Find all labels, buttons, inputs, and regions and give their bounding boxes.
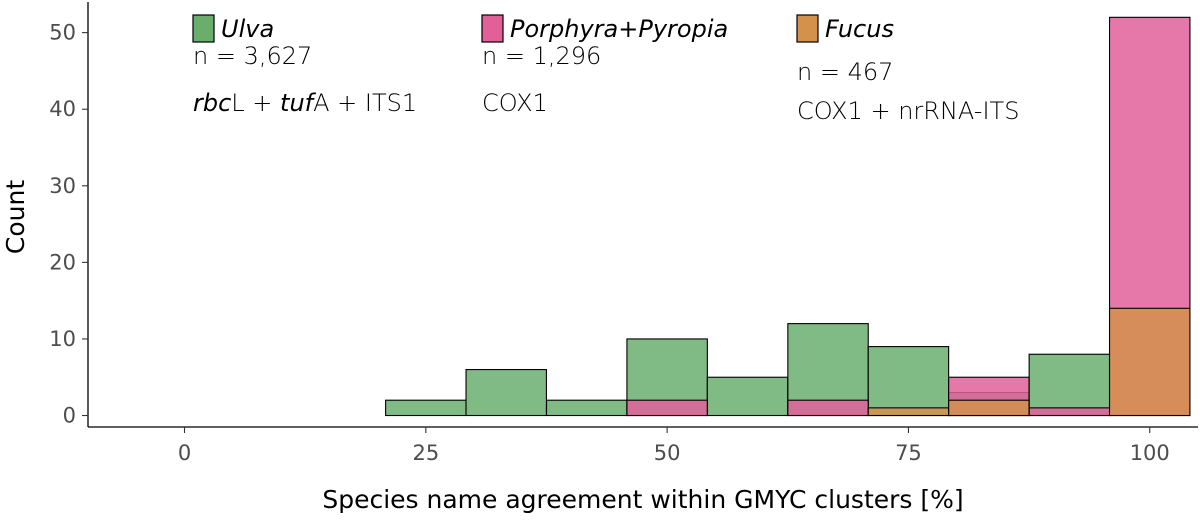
legend-name-fucus: Fucus: [825, 15, 894, 43]
y-axis-ticks: 0 10 20 30 40 50: [49, 21, 88, 428]
y-tick-label: 0: [63, 404, 76, 428]
y-tick-label: 40: [49, 97, 76, 121]
legend-count-fucus: n = 467: [797, 58, 893, 86]
bar-ulva-10: [1028, 353, 1111, 417]
x-tick-label: 25: [412, 441, 439, 465]
legend-marker-part: tuf: [280, 89, 317, 117]
legend-name-ulva: Ulva: [221, 15, 274, 43]
y-tick-label: 10: [49, 327, 76, 351]
y-axis-title: Count: [1, 180, 30, 254]
legend-swatch-porphyra-pyropia: [481, 14, 504, 43]
y-tick-label: 50: [49, 21, 76, 45]
legend-count-porphyra-pyropia: n = 1,296: [482, 42, 601, 70]
legend-marker-part: L +: [231, 89, 280, 117]
legend-marker-part: COX1 + nrRNA-ITS: [797, 97, 1019, 125]
legend-marker-porphyra-pyropia: COX1: [482, 89, 548, 117]
bar-fucus-9: [948, 399, 1030, 417]
bar-ulva-4: [545, 399, 628, 417]
legend-swatch-ulva: [192, 14, 215, 43]
legend-count-ulva: n = 3,627: [193, 42, 312, 70]
bar-ulva-6: [706, 376, 789, 417]
bar-fucus-8: [867, 407, 950, 417]
y-tick-label: 30: [49, 174, 76, 198]
x-tick-label: 75: [895, 441, 922, 465]
bar-fucus-11: [1108, 307, 1191, 417]
bar-ulva-3: [465, 369, 547, 417]
legend-marker-part: rbc: [193, 89, 231, 117]
bar-ulva-2: [385, 399, 467, 417]
legend-swatch-fucus: [796, 14, 819, 43]
legend-marker-part: A + ITS1: [313, 89, 417, 117]
legend-name-porphyra-pyropia: Porphyra+Pyropia: [510, 15, 728, 43]
y-tick-label: 20: [49, 250, 76, 274]
x-axis-title: Species name agreement within GMYC clust…: [322, 485, 963, 514]
x-tick-label: 0: [178, 441, 191, 465]
bar-porphyra-pyropia-5: [626, 399, 708, 417]
bar-porphyra-pyropia-10: [1028, 407, 1111, 417]
x-tick-label: 100: [1130, 441, 1170, 465]
bars-layer: [385, 16, 1191, 417]
legend-marker-part: COX1: [482, 89, 548, 117]
legend-marker-ulva: rbcL + tufA + ITS1: [193, 89, 417, 117]
bar-porphyra-pyropia-7: [787, 399, 869, 417]
x-axis-ticks: 0 25 50 75 100: [178, 427, 1170, 465]
legend-marker-fucus: COX1 + nrRNA-ITS: [797, 97, 1019, 125]
bar-ulva-8: [867, 346, 950, 417]
x-tick-label: 50: [654, 441, 681, 465]
